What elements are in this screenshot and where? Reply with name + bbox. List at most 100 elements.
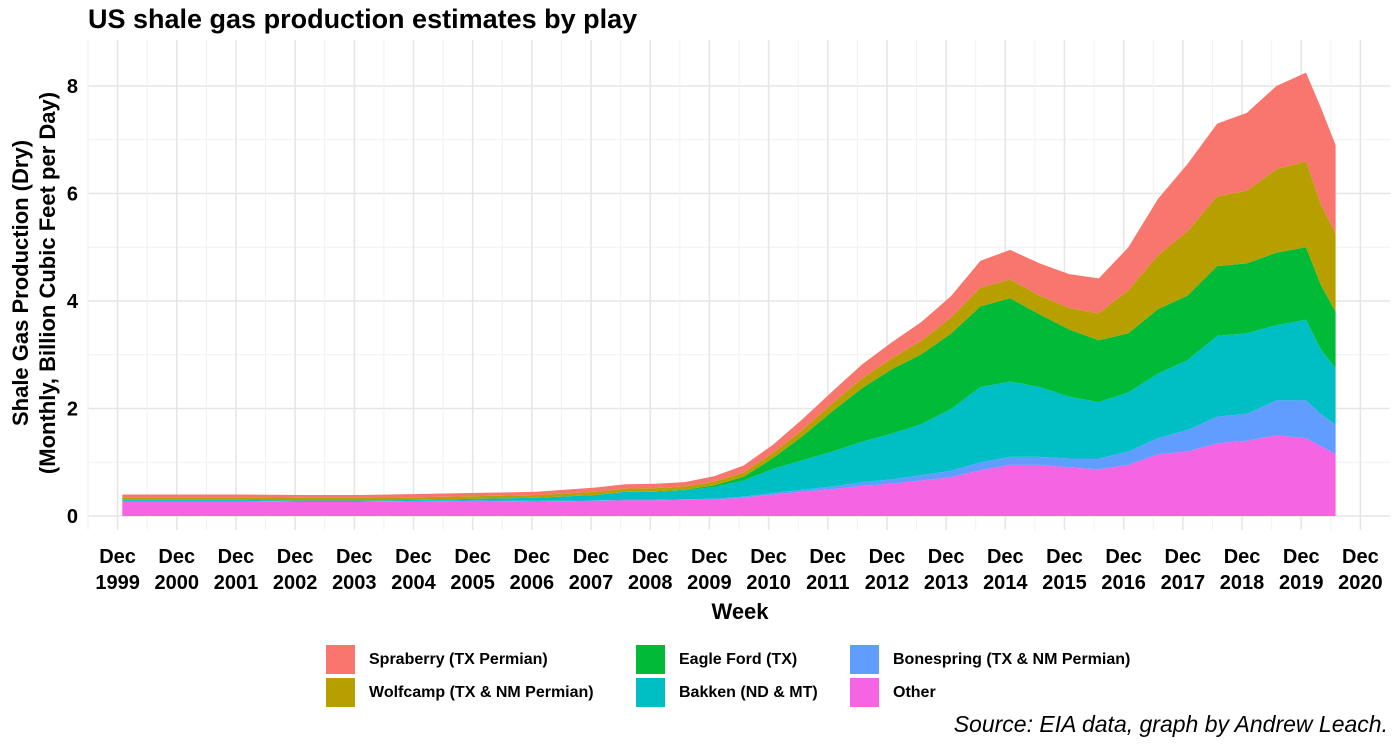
x-tick-label: Dec 2016 xyxy=(1101,546,1146,594)
x-tick-label: Dec 1999 xyxy=(95,546,140,594)
y-tick-label: 8 xyxy=(67,76,78,98)
legend-item: Eagle Ford (TX) xyxy=(636,644,850,675)
x-tick-label-month: Dec xyxy=(809,546,846,568)
chart-caption: Source: EIA data, graph by Andrew Leach. xyxy=(953,711,1388,737)
x-tick-label-year: 2012 xyxy=(865,572,910,594)
x-axis-ticks: Dec 1999 Dec 2000 Dec 2001 Dec 2002 Dec 2003 Dec 20… xyxy=(95,546,1382,594)
x-tick-label-month: Dec xyxy=(454,546,491,568)
y-axis-ticks: 0 2 4 6 8 xyxy=(67,76,79,528)
legend-label: Spraberry (TX Permian) xyxy=(369,650,548,668)
x-tick-label-month: Dec xyxy=(277,546,314,568)
legend-swatch xyxy=(850,678,879,707)
x-tick-label-year: 2007 xyxy=(569,572,614,594)
x-tick-label-year: 1999 xyxy=(95,572,140,594)
x-tick-label-month: Dec xyxy=(928,546,965,568)
y-tick-label: 4 xyxy=(67,291,79,313)
x-tick-label-month: Dec xyxy=(691,546,728,568)
legend-swatch xyxy=(850,645,879,674)
area-other xyxy=(122,435,1336,516)
x-tick-label: Dec 2013 xyxy=(924,546,969,594)
x-tick-label-year: 2010 xyxy=(746,572,791,594)
legend-swatch xyxy=(636,645,665,674)
x-tick-label-month: Dec xyxy=(1224,546,1261,568)
legend-label: Other xyxy=(893,683,936,701)
area-layers xyxy=(122,72,1336,516)
chart-title: US shale gas production estimates by pla… xyxy=(88,4,638,34)
area-wolfcamp-tx-nm-permian xyxy=(122,161,1336,501)
legend-label: Wolfcamp (TX & NM Permian) xyxy=(369,683,594,701)
x-tick-label: Dec 2012 xyxy=(865,546,910,594)
x-tick-label-month: Dec xyxy=(869,546,906,568)
x-tick-label: Dec 2010 xyxy=(746,546,791,594)
x-tick-label-month: Dec xyxy=(1105,546,1142,568)
x-tick-label-month: Dec xyxy=(1046,546,1083,568)
x-tick-label: Dec 2008 xyxy=(628,546,673,594)
x-tick-label: Dec 2005 xyxy=(450,546,495,594)
x-tick-label-year: 2015 xyxy=(1042,572,1087,594)
x-tick-label: Dec 2009 xyxy=(687,546,732,594)
x-tick-label-year: 2018 xyxy=(1220,572,1265,594)
legend-label: Bakken (ND & MT) xyxy=(679,683,818,701)
x-tick-label: Dec 2018 xyxy=(1220,546,1265,594)
x-axis-title: Week xyxy=(711,599,769,624)
x-tick-label: Dec 2000 xyxy=(155,546,200,594)
x-tick-label-year: 2003 xyxy=(332,572,377,594)
x-tick-label-year: 2001 xyxy=(214,572,259,594)
x-tick-label-month: Dec xyxy=(1165,546,1202,568)
legend-item: Wolfcamp (TX & NM Permian) xyxy=(326,677,636,708)
legend-label: Eagle Ford (TX) xyxy=(679,650,798,668)
x-tick-label-year: 2004 xyxy=(391,572,436,594)
x-tick-label: Dec 2004 xyxy=(391,546,436,594)
area-eagle-ford-tx xyxy=(122,247,1336,501)
y-tick-label: 2 xyxy=(67,399,78,421)
x-tick-label-month: Dec xyxy=(514,546,551,568)
x-tick-label: Dec 2003 xyxy=(332,546,377,594)
x-tick-label-year: 2016 xyxy=(1101,572,1146,594)
legend-swatch xyxy=(326,678,355,707)
x-tick-label-month: Dec xyxy=(1342,546,1379,568)
y-tick-label: 6 xyxy=(67,184,78,206)
chart-plot: 0 2 4 6 8 Dec 1999 Dec 2000 Dec 2001 Dec 2002 Dec 200… xyxy=(8,40,1390,624)
x-tick-label-month: Dec xyxy=(99,546,136,568)
x-tick-label: Dec 2017 xyxy=(1161,546,1206,594)
x-tick-label-month: Dec xyxy=(573,546,610,568)
x-tick-label-year: 2005 xyxy=(450,572,495,594)
y-tick-label: 0 xyxy=(67,506,78,528)
x-tick-label-month: Dec xyxy=(632,546,669,568)
x-tick-label: Dec 2002 xyxy=(273,546,318,594)
x-tick-label: Dec 2015 xyxy=(1042,546,1087,594)
x-tick-label-year: 2019 xyxy=(1279,572,1324,594)
x-tick-label: Dec 2014 xyxy=(983,546,1028,594)
x-tick-label-month: Dec xyxy=(158,546,195,568)
legend-item: Other xyxy=(850,677,1190,708)
x-tick-label-month: Dec xyxy=(750,546,787,568)
x-tick-label: Dec 2006 xyxy=(510,546,555,594)
x-tick-label-year: 2013 xyxy=(924,572,969,594)
x-tick-label-year: 2017 xyxy=(1161,572,1206,594)
y-axis-title: Shale Gas Production (Dry) (Monthly, Bil… xyxy=(8,92,60,474)
area-bakken-nd-mt xyxy=(122,319,1336,502)
x-tick-label-year: 2000 xyxy=(155,572,200,594)
legend-swatch xyxy=(636,678,665,707)
legend-item: Bonespring (TX & NM Permian) xyxy=(850,644,1190,675)
legend: Spraberry (TX Permian) Eagle Ford (TX) Bon… xyxy=(326,644,1190,708)
x-tick-label-year: 2002 xyxy=(273,572,318,594)
y-axis-title-line1: Shale Gas Production (Dry) xyxy=(8,140,33,426)
x-tick-label: Dec 2019 xyxy=(1279,546,1324,594)
legend-swatch xyxy=(326,645,355,674)
x-tick-label: Dec 2011 xyxy=(806,546,849,594)
area-spraberry-tx-permian xyxy=(122,72,1336,498)
x-tick-label-year: 2011 xyxy=(806,572,849,594)
x-tick-label-month: Dec xyxy=(395,546,432,568)
x-tick-label: Dec 2020 xyxy=(1338,546,1383,594)
legend-label: Bonespring (TX & NM Permian) xyxy=(893,650,1131,668)
x-tick-label-month: Dec xyxy=(1283,546,1320,568)
x-tick-label-month: Dec xyxy=(987,546,1024,568)
x-tick-label-year: 2014 xyxy=(983,572,1028,594)
x-tick-label: Dec 2001 xyxy=(214,546,259,594)
legend-item: Bakken (ND & MT) xyxy=(636,677,850,708)
x-tick-label-year: 2020 xyxy=(1338,572,1383,594)
x-tick-label-month: Dec xyxy=(336,546,373,568)
x-tick-label-month: Dec xyxy=(218,546,255,568)
y-axis-title-line2: (Monthly, Billion Cubic Feet per Day) xyxy=(35,92,60,474)
